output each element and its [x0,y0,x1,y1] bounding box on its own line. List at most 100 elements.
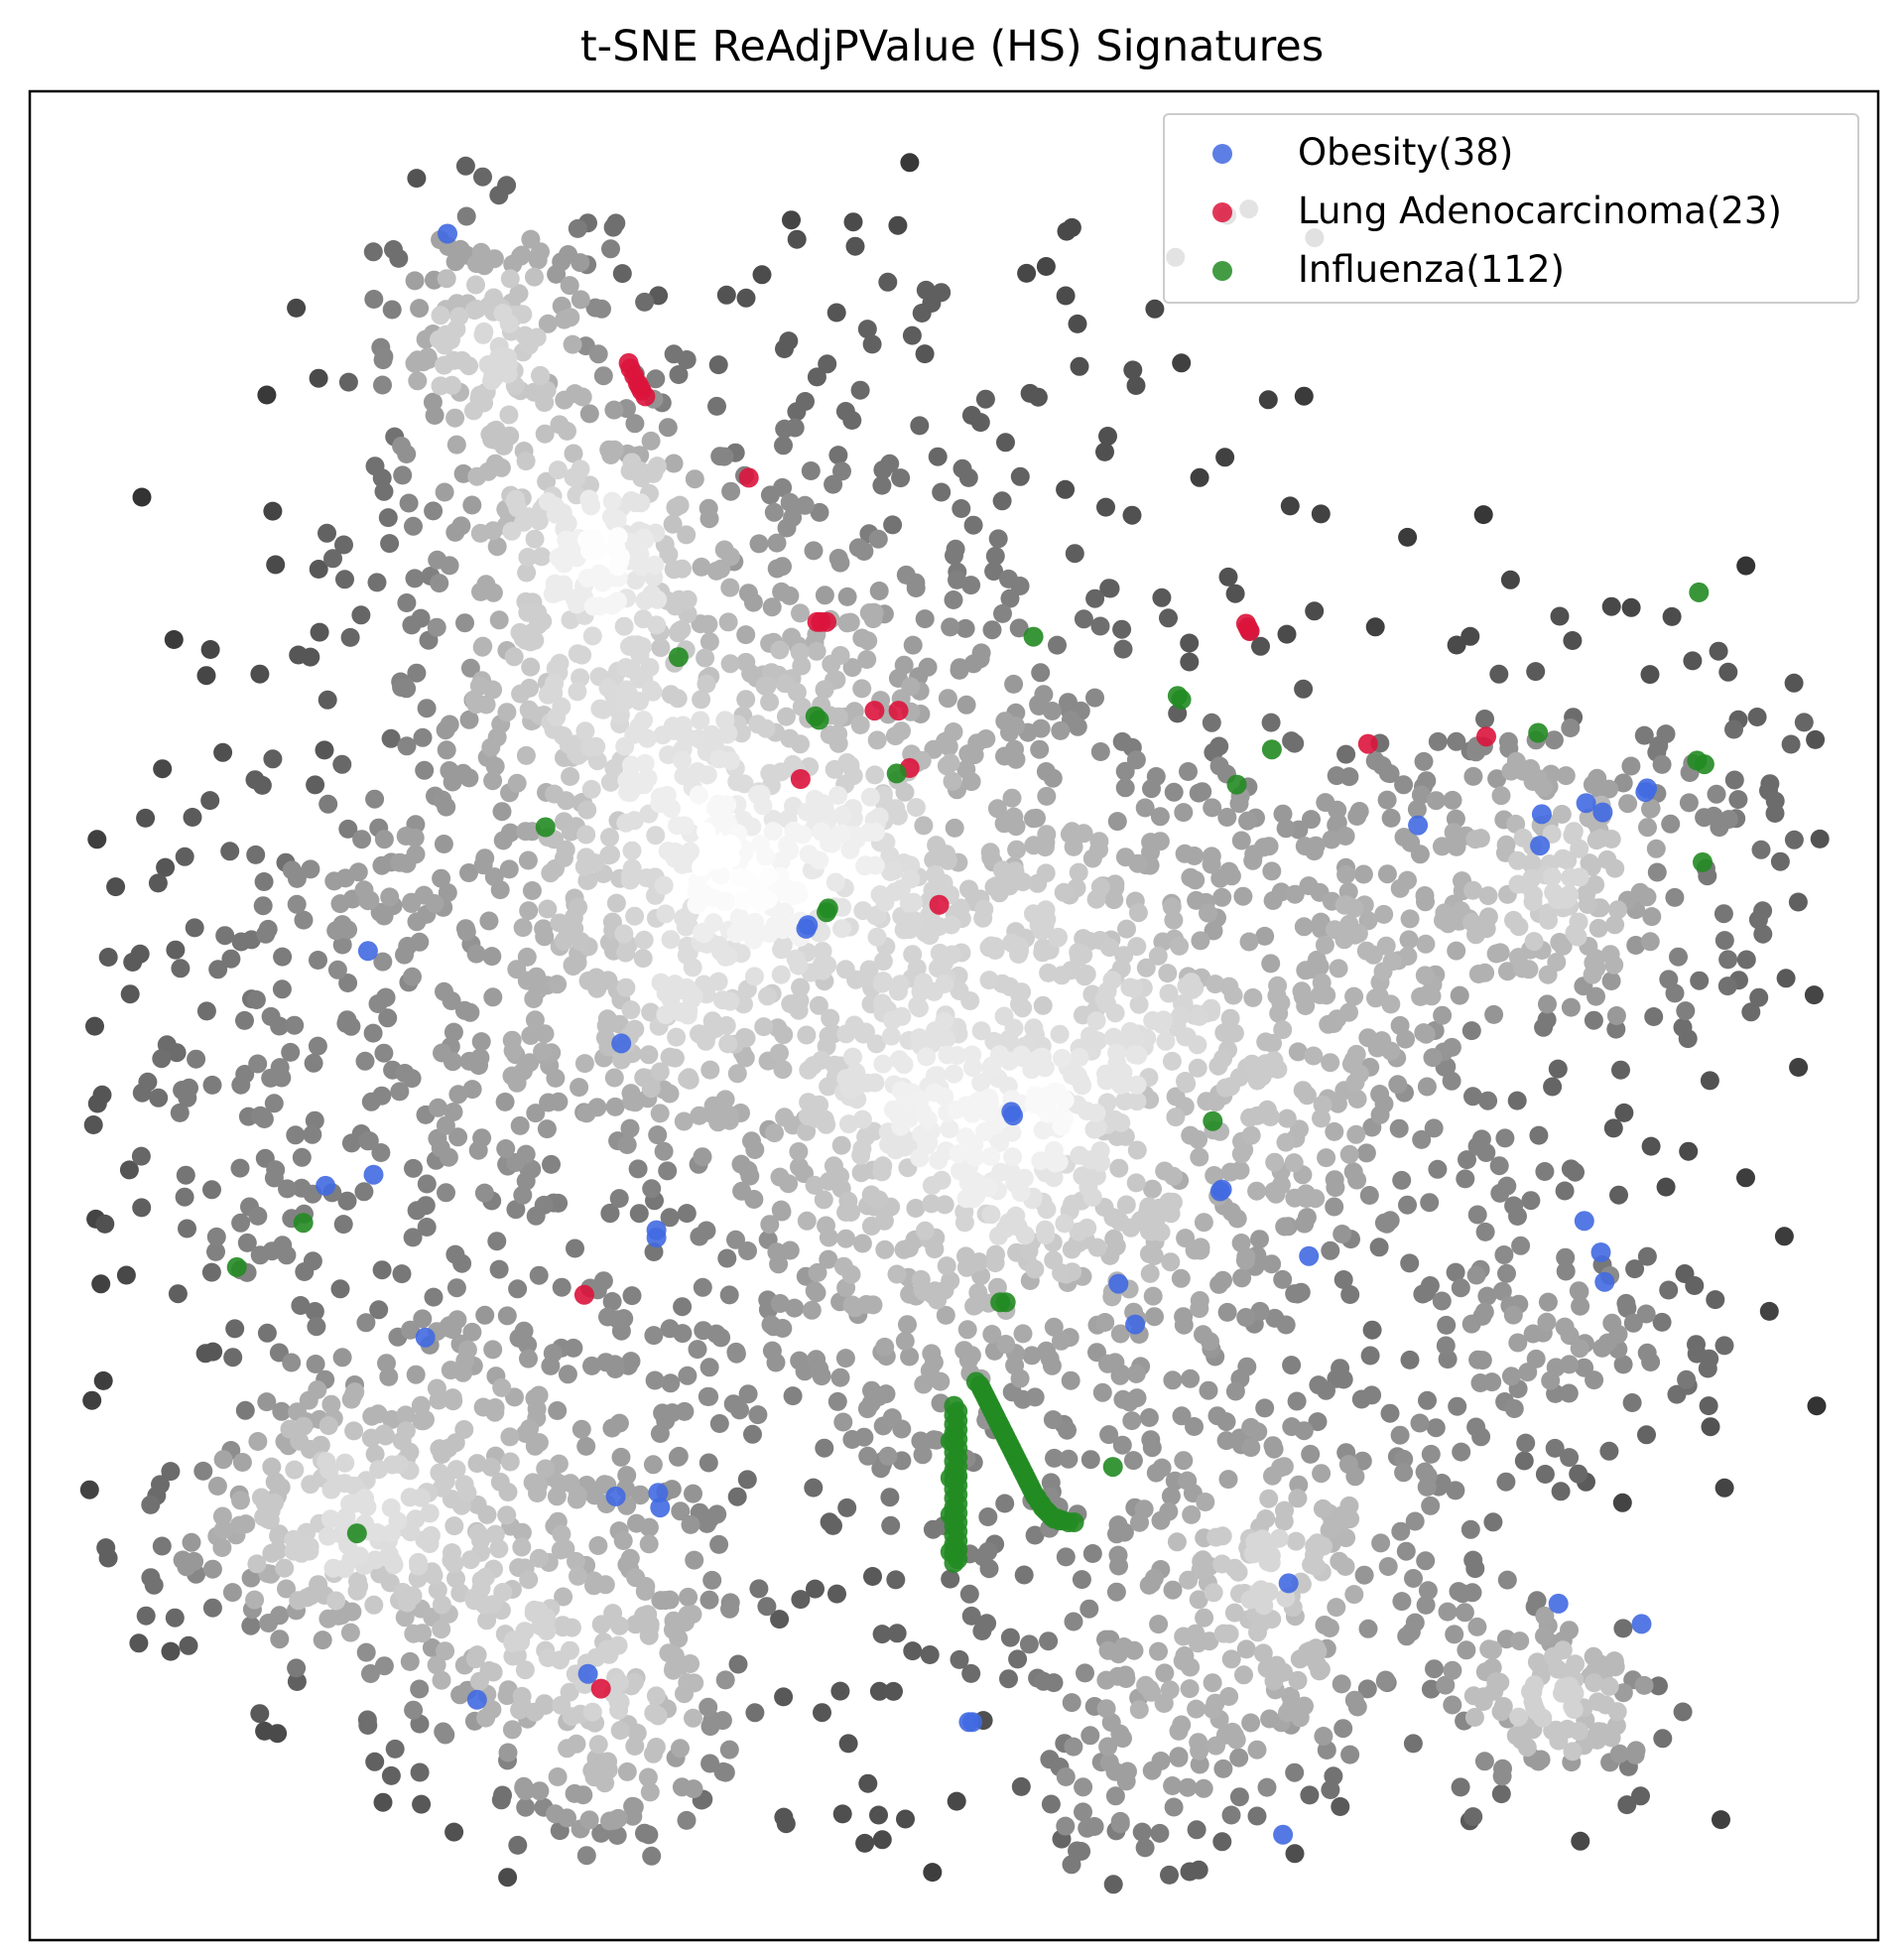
background-point [1090,877,1110,897]
background-point [1392,1592,1412,1612]
background-point [315,740,334,760]
background-point [344,1476,364,1496]
background-point [1552,805,1572,824]
background-point [372,1086,392,1106]
background-point [887,1624,907,1643]
background-point [1558,850,1578,870]
background-point [557,791,575,811]
background-point [1033,1120,1053,1140]
background-point [1405,1613,1425,1632]
background-point [959,1584,979,1604]
background-point [1561,997,1581,1017]
background-point [519,507,539,527]
background-point [1637,1246,1657,1266]
background-point [1253,1643,1273,1663]
background-point [611,1050,631,1070]
background-point [1516,875,1536,895]
background-point [506,1153,525,1172]
background-point [1443,790,1462,810]
background-point [281,1042,301,1062]
background-point [406,1365,426,1384]
background-point [266,1160,286,1180]
background-point [1199,903,1217,923]
background-point [1807,1396,1827,1416]
background-point [650,1424,670,1443]
background-point [250,1704,270,1724]
background-point [1145,1307,1164,1327]
background-point [752,265,772,285]
background-point [119,1160,139,1180]
background-point [758,986,777,1006]
background-point [1251,636,1270,656]
background-point [805,789,825,809]
background-point [1508,850,1528,870]
background-point [558,1739,577,1759]
point-influenza [1694,754,1714,775]
background-point [661,930,681,950]
background-point [489,610,509,630]
background-point [1086,1104,1106,1123]
background-point [914,816,934,836]
background-point [503,254,523,274]
background-point [906,798,926,818]
background-point [287,894,307,914]
background-point [664,454,684,473]
background-point [497,703,517,722]
background-point [1309,1375,1329,1395]
background-point [1564,822,1584,842]
background-point [1024,1018,1044,1038]
background-point [584,1571,603,1591]
background-point [900,920,920,940]
background-point [468,1140,488,1160]
background-point [1397,1627,1417,1646]
background-point [526,1206,546,1226]
background-point [273,947,293,967]
background-point [810,502,829,522]
background-point [1052,1331,1071,1351]
background-point [609,1189,629,1209]
background-point [537,1119,557,1139]
background-point [915,609,935,629]
background-point [1028,873,1048,893]
background-point [1642,907,1662,927]
background-point [1294,917,1314,937]
background-point [1673,1017,1693,1037]
background-point [901,855,921,875]
background-point [986,1244,1005,1264]
point-influenza [1203,1110,1223,1131]
background-point [1390,1425,1410,1445]
background-point [1396,1541,1416,1561]
background-point [1238,811,1257,831]
background-point [1544,882,1564,902]
background-point [1494,1245,1514,1264]
background-point [317,690,337,710]
background-point [961,1606,981,1626]
background-point [698,765,717,785]
background-point [1146,767,1166,786]
background-point [943,771,962,791]
background-point [764,502,784,522]
background-point [1113,639,1133,659]
background-point [1527,1591,1547,1611]
background-point [1522,853,1542,873]
background-point [380,534,400,554]
point-obesity [1530,836,1551,856]
background-point [882,1408,902,1428]
background-point [1339,767,1359,787]
background-point [1612,1493,1632,1512]
background-point [1652,1312,1672,1332]
background-point [1065,544,1084,564]
background-point [123,953,143,972]
background-point [642,585,662,604]
background-point [580,737,599,757]
background-point [471,242,491,262]
background-point [512,1696,532,1715]
background-point [863,1295,883,1315]
background-point [1333,1225,1352,1243]
background-point [1300,1785,1320,1805]
background-point [550,415,570,435]
background-point [981,1147,1001,1166]
background-point [1381,994,1401,1014]
background-point [1080,1726,1100,1746]
background-point [132,1198,152,1218]
